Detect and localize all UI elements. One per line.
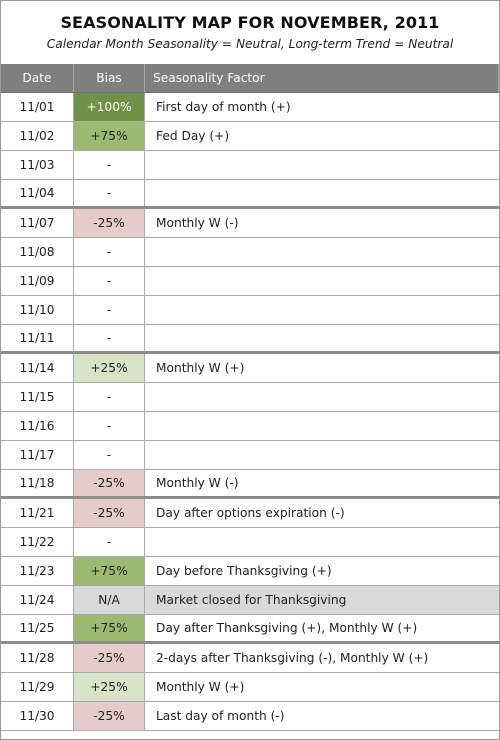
factor-cell xyxy=(145,412,499,440)
bias-cell: - xyxy=(74,528,145,556)
bias-cell: -25% xyxy=(74,499,145,527)
date-cell: 11/23 xyxy=(1,557,74,585)
factor-cell: Market closed for Thanksgiving xyxy=(145,586,499,614)
factor-cell: Day after options expiration (-) xyxy=(156,506,345,520)
date-cell: 11/24 xyxy=(1,586,74,614)
bias-cell: +100% xyxy=(74,93,145,121)
factor-cell xyxy=(145,383,499,411)
factor-cell: 2-days after Thanksgiving (-), Monthly W… xyxy=(156,651,429,665)
factor-cell: Fed Day (+) xyxy=(156,129,230,143)
factor-cell xyxy=(145,296,499,324)
factor-cell: Monthly W (+) xyxy=(156,361,245,375)
bias-cell: +25% xyxy=(74,673,145,701)
bias-cell: -25% xyxy=(74,470,145,496)
table-body: 11/01 +100% First day of month (+) 11/02 +75… xyxy=(1,93,499,731)
table-row: 11/28 -25% 2-days after Thanksgiving (-), … xyxy=(1,644,499,673)
table-row: 11/17- xyxy=(1,441,499,470)
table-row: 11/24 N/A Market closed for Thanksgiving xyxy=(1,586,499,615)
column-header-factor: Seasonality Factor xyxy=(145,64,499,92)
table-row: 11/03- xyxy=(1,151,499,180)
table-row: 11/23 +75% Day before Thanksgiving (+) xyxy=(1,557,499,586)
column-header-date: Date xyxy=(1,64,74,92)
date-cell: 11/16 xyxy=(1,412,74,440)
date-cell: 11/10 xyxy=(1,296,74,324)
bias-cell: +75% xyxy=(74,615,145,641)
seasonality-table: Date Bias Seasonality Factor 11/01 +100% F… xyxy=(1,64,499,731)
factor-cell xyxy=(145,528,499,556)
page-subtitle: Calendar Month Seasonality = Neutral, Lo… xyxy=(46,37,454,51)
column-header-bias: Bias xyxy=(74,64,145,92)
factor-cell xyxy=(145,325,499,351)
factor-cell: Monthly W (-) xyxy=(156,476,239,490)
bias-cell: - xyxy=(74,412,145,440)
date-cell: 11/29 xyxy=(1,673,74,701)
bias-cell: - xyxy=(74,296,145,324)
bias-cell: - xyxy=(74,180,145,206)
date-cell: 11/21 xyxy=(1,499,74,527)
factor-cell: Day after Thanksgiving (+), Monthly W (+… xyxy=(156,621,418,635)
bias-cell: +75% xyxy=(74,122,145,150)
table-row: 11/14 +25% Monthly W (+) xyxy=(1,354,499,383)
factor-cell xyxy=(145,441,499,469)
date-cell: 11/11 xyxy=(1,325,74,351)
date-cell: 11/03 xyxy=(1,151,74,179)
table-row: 11/07 -25% Monthly W (-) xyxy=(1,209,499,238)
date-cell: 11/22 xyxy=(1,528,74,556)
table-row: 11/02 +75% Fed Day (+) xyxy=(1,122,499,151)
table-row: 11/16- xyxy=(1,412,499,441)
table-row: 11/09- xyxy=(1,267,499,296)
table-row: 11/30 -25% Last day of month (-) xyxy=(1,702,499,731)
date-cell: 11/08 xyxy=(1,238,74,266)
factor-cell xyxy=(145,267,499,295)
bias-cell: - xyxy=(74,151,145,179)
bias-cell: -25% xyxy=(74,644,145,672)
table-row: 11/15- xyxy=(1,383,499,412)
date-cell: 11/15 xyxy=(1,383,74,411)
title-block: SEASONALITY MAP FOR NOVEMBER, 2011 Calen… xyxy=(1,1,499,64)
table-row: 11/29 +25% Monthly W (+) xyxy=(1,673,499,702)
factor-cell xyxy=(145,180,499,206)
bias-cell: - xyxy=(74,441,145,469)
bias-cell: - xyxy=(74,238,145,266)
bias-cell: -25% xyxy=(74,702,145,730)
date-cell: 11/30 xyxy=(1,702,74,730)
bias-cell: - xyxy=(74,383,145,411)
table-row: 11/10- xyxy=(1,296,499,325)
date-cell: 11/04 xyxy=(1,180,74,206)
bias-cell: - xyxy=(74,325,145,351)
date-cell: 11/09 xyxy=(1,267,74,295)
table-row: 11/18 -25% Monthly W (-) xyxy=(1,470,499,499)
factor-cell: First day of month (+) xyxy=(156,100,291,114)
date-cell: 11/25 xyxy=(1,615,74,641)
factor-cell xyxy=(145,238,499,266)
date-cell: 11/17 xyxy=(1,441,74,469)
table-row: 11/01 +100% First day of month (+) xyxy=(1,93,499,122)
factor-cell xyxy=(145,151,499,179)
date-cell: 11/28 xyxy=(1,644,74,672)
bias-cell: - xyxy=(74,267,145,295)
bias-cell: +75% xyxy=(74,557,145,585)
factor-cell: Monthly W (+) xyxy=(156,680,245,694)
date-cell: 11/07 xyxy=(1,209,74,237)
table-row: 11/11- xyxy=(1,325,499,354)
table-header: Date Bias Seasonality Factor xyxy=(1,64,499,93)
table-row: 11/22- xyxy=(1,528,499,557)
factor-cell: Monthly W (-) xyxy=(156,216,239,230)
table-row: 11/08- xyxy=(1,238,499,267)
table-row: 11/21 -25% Day after options expiration (-… xyxy=(1,499,499,528)
date-cell: 11/14 xyxy=(1,354,74,382)
bias-cell: N/A xyxy=(74,586,145,614)
table-row: 11/04- xyxy=(1,180,499,209)
date-cell: 11/01 xyxy=(1,93,74,121)
date-cell: 11/18 xyxy=(1,470,74,496)
factor-cell: Last day of month (-) xyxy=(156,709,285,723)
bias-cell: +25% xyxy=(74,354,145,382)
date-cell: 11/02 xyxy=(1,122,74,150)
table-row: 11/25 +75% Day after Thanksgiving (+), Mon… xyxy=(1,615,499,644)
factor-cell: Day before Thanksgiving (+) xyxy=(156,564,332,578)
page-title: SEASONALITY MAP FOR NOVEMBER, 2011 xyxy=(60,13,440,32)
bias-cell: -25% xyxy=(74,209,145,237)
